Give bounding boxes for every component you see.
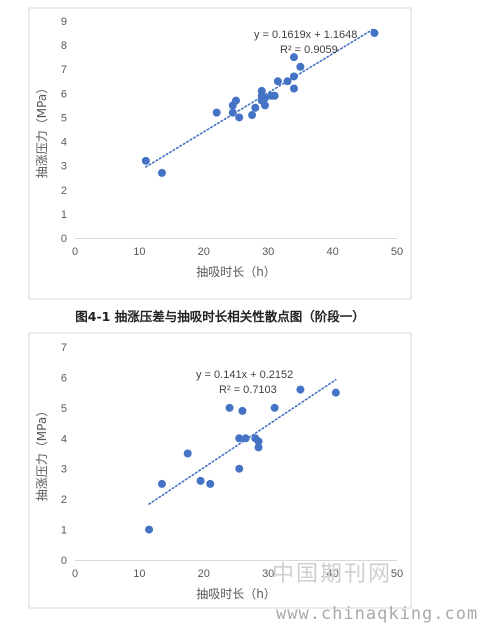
chart-2-y-tick-label: 5	[61, 403, 67, 415]
chart-2-x-tick-label: 10	[133, 568, 145, 580]
figure-caption: 图4-1 抽涨压差与抽吸时长相关性散点图（阶段一）	[75, 309, 365, 324]
chart-2-y-tick-label: 1	[61, 525, 67, 537]
chart-2-data-point	[235, 434, 244, 443]
chart-2-data-point	[157, 479, 166, 488]
chart-2-data-point	[296, 385, 305, 394]
chart-2-data-point	[254, 443, 263, 452]
chart-1-x-tick-label: 50	[391, 246, 403, 258]
chart-2-y-tick-label: 7	[61, 342, 67, 354]
chart-1-data-point	[283, 77, 292, 86]
chart-1-y-tick-label: 8	[61, 40, 67, 52]
chart-1-y-axis-title: 抽涨压力（MPa）	[34, 82, 49, 178]
chart-2-data-point	[235, 464, 244, 473]
chart-1-data-point	[228, 108, 237, 117]
watermark-url: www.chinaqking.com	[276, 604, 479, 624]
chart-2-frame	[28, 332, 412, 609]
chart-2-data-point	[206, 479, 215, 488]
chart-1-data-point	[289, 53, 298, 62]
chart-1-data-point	[260, 94, 269, 103]
chart-2-x-tick-label: 50	[391, 568, 403, 580]
chart-2-x-tick-label: 30	[262, 568, 274, 580]
chart-1-y-tick-label: 0	[61, 233, 67, 245]
chart-2-data-point	[225, 403, 234, 412]
chart-2-x-tick-label: 0	[72, 568, 78, 580]
chart-1-data-point	[257, 86, 266, 95]
chart-1-y-tick-label: 9	[61, 16, 67, 28]
watermark-chinese: 中国期刊网	[272, 562, 393, 587]
chart-1-data-point	[235, 113, 244, 122]
chart-1-y-tick-label: 7	[61, 64, 67, 76]
chart-1-x-tick-label: 40	[326, 246, 338, 258]
chart-2-y-tick-label: 3	[61, 464, 67, 476]
chart-2-data-point	[241, 434, 250, 443]
chart-1-y-tick-label: 3	[61, 161, 67, 173]
chart-2-x-tick-label: 20	[198, 568, 210, 580]
chart-1-r-squared: R² = 0.9059	[280, 44, 338, 56]
chart-2-y-tick-label: 0	[61, 555, 67, 567]
chart-2-x-tick-label: 40	[326, 568, 338, 580]
chart-2-data-point	[145, 525, 154, 534]
chart-1-data-point	[212, 108, 221, 117]
chart-2-data-point	[254, 437, 263, 446]
chart-1-y-tick-label: 4	[61, 137, 67, 149]
chart-2-y-tick-label: 4	[61, 433, 67, 445]
chart-1-data-point	[157, 168, 166, 177]
chart-2-x-axis-title: 抽吸时长（h）	[196, 587, 276, 601]
chart-1-y-tick-label: 5	[61, 112, 67, 124]
chart-1-trendline-equation: y = 0.1619x + 1.1648	[254, 29, 357, 41]
chart-1-data-point	[141, 156, 150, 165]
chart-1-data-point	[270, 91, 279, 100]
chart-2-trendline-equation: y = 0.141x + 0.2152	[196, 369, 293, 381]
chart-2-y-tick-label: 2	[61, 494, 67, 506]
chart-1-data-point	[251, 103, 260, 112]
chart-1-x-tick-label: 10	[133, 246, 145, 258]
chart-2-data-point	[331, 388, 340, 397]
chart-2-data-point	[196, 476, 205, 485]
chart-1-y-tick-label: 1	[61, 209, 67, 221]
chart-1-x-axis-title: 抽吸时长（h）	[196, 265, 276, 279]
chart-1-data-point	[289, 84, 298, 93]
chart-2-data-point	[238, 406, 247, 415]
chart-1-data-point	[296, 62, 305, 71]
chart-1-data-point	[260, 101, 269, 110]
chart-2-r-squared: R² = 0.7103	[219, 384, 277, 396]
chart-1-data-point	[248, 111, 257, 120]
chart-1-x-tick-label: 0	[72, 246, 78, 258]
chart-1-data-point	[232, 96, 240, 105]
chart-1-data-point	[370, 29, 379, 38]
chart-2-trendline	[148, 378, 337, 505]
chart-1-x-tick-label: 30	[262, 246, 274, 258]
chart-1-frame	[28, 7, 412, 300]
scatter-chart-stage-1: 0 1 2 3 4 5 6 7 8 9 0 10 20 30 40 50 抽吸时长（h） 抽涨压力（MPa） y =…	[28, 7, 412, 300]
chart-2-data-point	[270, 403, 279, 412]
chart-2-y-tick-label: 6	[61, 372, 67, 384]
chart-2-data-point	[183, 449, 192, 458]
chart-1-data-point	[289, 72, 298, 81]
chart-1-x-tick-label: 20	[198, 246, 210, 258]
chart-1-y-tick-label: 6	[61, 88, 67, 100]
chart-2-y-axis-title: 抽涨压力（MPa）	[34, 405, 49, 501]
chart-1-data-point	[273, 77, 282, 86]
chart-1-y-tick-label: 2	[61, 185, 67, 197]
